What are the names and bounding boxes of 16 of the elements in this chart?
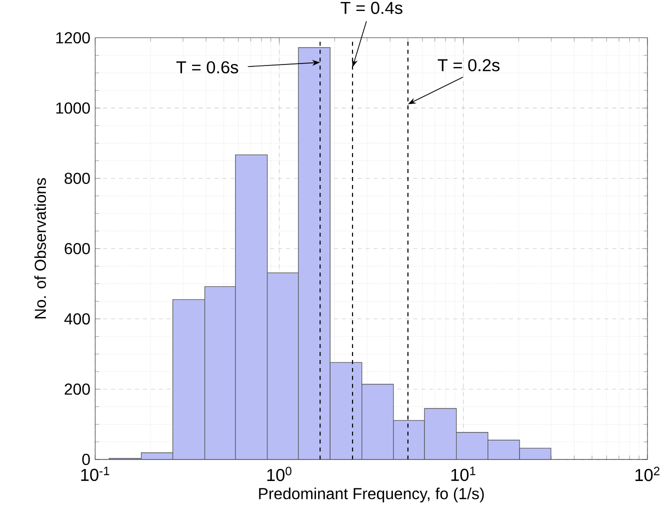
x-axis-title: Predominant Frequency, fo (1/s) [259,488,484,502]
y-tick-label: 1200 [56,32,90,44]
x-tick-label: 10$^{2}$ [635,466,660,482]
y-tick-label: 200 [64,384,90,395]
annotation: T = 0.6s [176,61,238,74]
y-tick-label: 600 [64,242,90,254]
annotation: T = 0.2s [438,59,500,72]
annotation: T = 0.4s [340,2,402,14]
x-tick-label: 10$^{-1}$ [81,466,110,481]
y-tick-label: 1000 [56,102,90,114]
y-axis-title: No. of Observations [34,178,46,318]
x-tick-label: 10$^{1}$ [451,466,476,481]
y-tick-label: 0 [82,454,90,466]
y-tick-label: 800 [64,172,90,184]
y-tick-label: 400 [64,313,90,324]
x-tick-label: 10$^{0}$ [267,466,292,482]
